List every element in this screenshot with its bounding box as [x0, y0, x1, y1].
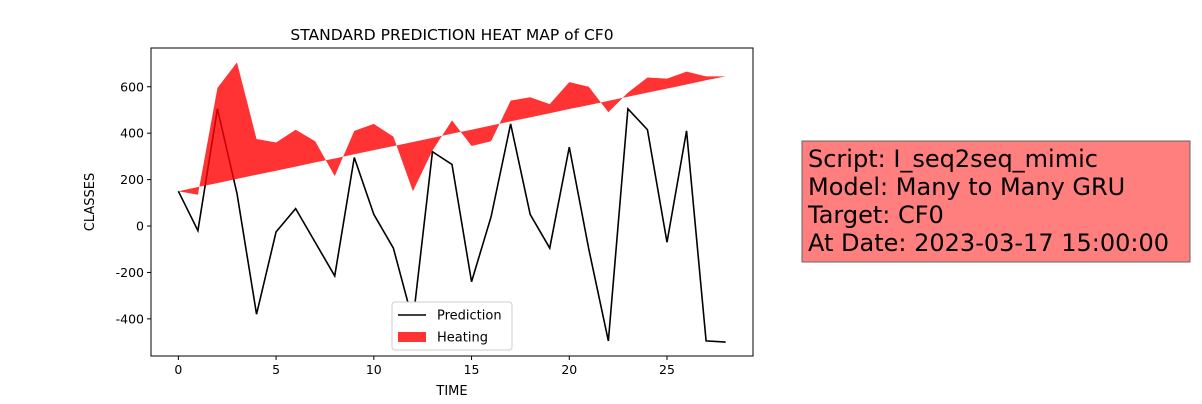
y-tick-label: 200 — [120, 172, 144, 187]
plot-area — [177, 62, 726, 343]
info-line: Target: CF0 — [807, 201, 944, 229]
info-line: At Date: 2023-03-17 15:00:00 — [808, 229, 1169, 257]
y-tick-label: -200 — [116, 265, 144, 280]
x-tick-label: 15 — [464, 362, 480, 377]
info-box-bg — [801, 140, 1191, 263]
legend-swatch — [398, 332, 426, 342]
y-tick-label: -400 — [116, 311, 144, 326]
heating-area — [178, 62, 726, 195]
x-axis-label: TIME — [435, 384, 467, 399]
y-axis-label: CLASSES — [83, 173, 98, 231]
x-tick-label: 5 — [272, 362, 280, 377]
x-tick-label: 10 — [366, 362, 382, 377]
y-tick-label: 400 — [120, 126, 144, 141]
y-tick-label: 0 — [136, 219, 144, 234]
chart-title: STANDARD PREDICTION HEAT MAP of CF0 — [290, 26, 613, 44]
legend-label: Prediction — [437, 309, 502, 324]
legend-label: Heating — [437, 331, 488, 346]
x-tick-label: 0 — [174, 362, 182, 377]
axes-frame — [150, 47, 754, 357]
info-line: Model: Many to Many GRU — [808, 173, 1125, 201]
legend: Prediction Heating — [391, 301, 513, 351]
info-line: Script: I_seq2seq_mimic — [808, 145, 1098, 173]
prediction-line — [177, 106, 726, 343]
x-tick-label: 25 — [659, 362, 675, 377]
y-tick-label: 600 — [120, 79, 144, 94]
x-tick-label: 20 — [561, 362, 577, 377]
